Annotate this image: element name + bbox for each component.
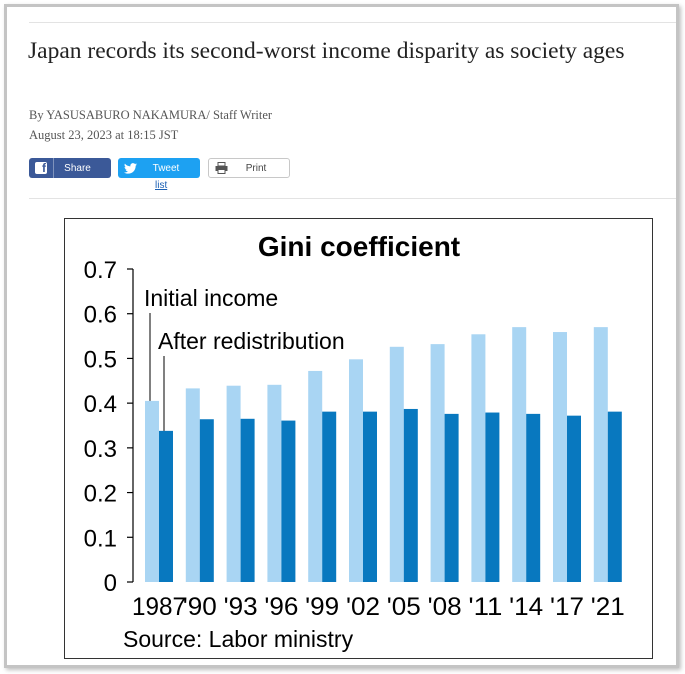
x-tick-label: 1987 bbox=[132, 593, 186, 621]
twitter-bird-icon bbox=[118, 158, 142, 178]
tweet-label: Tweet bbox=[152, 162, 180, 174]
x-tick-label: '17 bbox=[550, 593, 584, 621]
tweet-button[interactable]: Tweet bbox=[118, 158, 200, 178]
article-byline: By YASUSABURO NAKAMURA/ Staff Writer bbox=[29, 108, 273, 122]
y-tick-label: 0.7 bbox=[84, 257, 117, 284]
bar-after-redistribution bbox=[281, 420, 296, 582]
gini-chart-svg: Gini coefficient 0 0.1 0.2 0.3 0.4 0.5 0.6 0.7 19… bbox=[84, 231, 625, 652]
bar-initial-income bbox=[145, 400, 159, 582]
article-dateline: August 23, 2023 at 18:15 JST bbox=[29, 128, 179, 142]
bar-initial-income bbox=[226, 385, 241, 582]
printer-icon bbox=[209, 159, 233, 177]
x-tick-label: '05 bbox=[387, 593, 421, 621]
y-tick-label: 0.3 bbox=[84, 436, 117, 463]
bar-after-redistribution bbox=[485, 412, 500, 582]
bar-initial-income bbox=[512, 327, 527, 582]
chart-title: Gini coefficient bbox=[258, 231, 460, 262]
x-tick-label: '08 bbox=[428, 593, 462, 621]
list-link[interactable]: list bbox=[155, 180, 168, 191]
bar-after-redistribution bbox=[607, 411, 622, 582]
bar-after-redistribution bbox=[526, 413, 541, 582]
bar-initial-income bbox=[553, 332, 567, 582]
print-button[interactable]: Print bbox=[208, 158, 290, 178]
chart-source: Source: Labor ministry bbox=[123, 626, 354, 652]
bar-initial-income bbox=[308, 370, 323, 582]
y-tick-label: 0.6 bbox=[84, 302, 117, 329]
x-tick-label: '11 bbox=[468, 593, 502, 621]
bar-initial-income bbox=[267, 384, 282, 582]
bar-initial-income bbox=[185, 388, 200, 582]
x-tick-label: '99 bbox=[305, 593, 339, 621]
bar-initial-income bbox=[593, 327, 608, 582]
y-tick-label: 0.5 bbox=[84, 346, 117, 373]
print-label: Print bbox=[245, 162, 267, 174]
facebook-share-button[interactable]: f Share bbox=[29, 158, 111, 178]
x-tick-label: '90 bbox=[183, 593, 217, 621]
bar-after-redistribution bbox=[567, 415, 581, 582]
y-tick-label: 0 bbox=[104, 570, 117, 597]
bar-after-redistribution bbox=[363, 411, 377, 582]
x-tick-label: '93 bbox=[224, 593, 258, 621]
top-divider bbox=[29, 22, 676, 23]
y-tick-label: 0.4 bbox=[84, 391, 117, 418]
bar-initial-income bbox=[471, 334, 486, 582]
x-tick-label: '96 bbox=[264, 593, 298, 621]
bar-initial-income bbox=[430, 344, 445, 582]
facebook-icon: f bbox=[29, 158, 54, 178]
bar-after-redistribution bbox=[240, 418, 255, 582]
gini-chart: Gini coefficient 0 0.1 0.2 0.3 0.4 0.5 0.6 0.7 19… bbox=[64, 218, 653, 659]
bar-after-redistribution bbox=[199, 419, 214, 582]
x-tick-label: '14 bbox=[509, 593, 543, 621]
x-tick-label: '21 bbox=[591, 593, 625, 621]
bar-initial-income bbox=[349, 359, 363, 582]
bar-after-redistribution bbox=[444, 413, 459, 582]
article-frame: Japan records its second-worst income di… bbox=[4, 4, 679, 668]
article-headline: Japan records its second-worst income di… bbox=[28, 38, 625, 64]
bar-after-redistribution bbox=[159, 430, 173, 582]
y-tick-label: 0.2 bbox=[84, 481, 117, 508]
y-tick-label: 0.1 bbox=[84, 525, 117, 552]
bar-after-redistribution bbox=[403, 408, 418, 582]
x-tick-label: '02 bbox=[346, 593, 380, 621]
facebook-share-label: Share bbox=[64, 162, 91, 174]
header-divider bbox=[29, 198, 676, 199]
bar-initial-income bbox=[389, 346, 404, 582]
legend-initial-income: Initial income bbox=[144, 285, 278, 311]
legend-after-redistribution: After redistribution bbox=[158, 328, 345, 354]
bar-after-redistribution bbox=[322, 411, 337, 582]
